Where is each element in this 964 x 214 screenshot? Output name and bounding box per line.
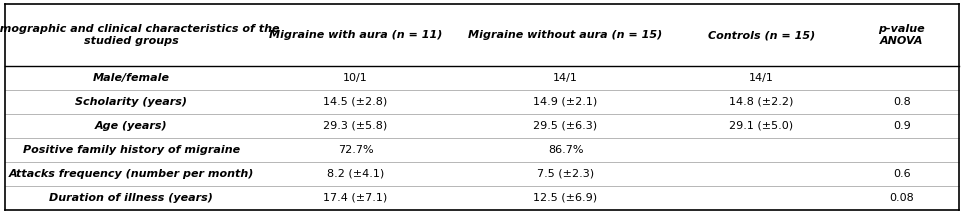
Text: Scholarity (years): Scholarity (years)	[75, 97, 187, 107]
Text: 0.6: 0.6	[893, 169, 911, 179]
Text: 12.5 (±6.9): 12.5 (±6.9)	[533, 193, 598, 203]
Text: p-value
ANOVA: p-value ANOVA	[878, 24, 925, 46]
Text: 0.08: 0.08	[890, 193, 914, 203]
Text: 0.8: 0.8	[893, 97, 911, 107]
Text: Male/female: Male/female	[93, 73, 170, 83]
Text: 10/1: 10/1	[343, 73, 368, 83]
Text: 29.5 (±6.3): 29.5 (±6.3)	[533, 121, 598, 131]
Text: Controls (n = 15): Controls (n = 15)	[708, 30, 815, 40]
Text: Attacks frequency (number per month): Attacks frequency (number per month)	[9, 169, 254, 179]
Text: 14.9 (±2.1): 14.9 (±2.1)	[533, 97, 598, 107]
Text: 29.1 (±5.0): 29.1 (±5.0)	[729, 121, 793, 131]
Text: 7.5 (±2.3): 7.5 (±2.3)	[537, 169, 594, 179]
Text: 14/1: 14/1	[553, 73, 578, 83]
Text: 8.2 (±4.1): 8.2 (±4.1)	[327, 169, 385, 179]
Text: 86.7%: 86.7%	[548, 145, 583, 155]
Text: 14.5 (±2.8): 14.5 (±2.8)	[324, 97, 388, 107]
Text: Duration of illness (years): Duration of illness (years)	[49, 193, 213, 203]
Text: 14.8 (±2.2): 14.8 (±2.2)	[729, 97, 793, 107]
Text: 14/1: 14/1	[749, 73, 773, 83]
Text: 72.7%: 72.7%	[337, 145, 373, 155]
Text: Migraine with aura (n = 11): Migraine with aura (n = 11)	[269, 30, 442, 40]
Text: Migraine without aura (n = 15): Migraine without aura (n = 15)	[469, 30, 662, 40]
Text: 17.4 (±7.1): 17.4 (±7.1)	[324, 193, 388, 203]
Text: 0.9: 0.9	[893, 121, 911, 131]
Text: 29.3 (±5.8): 29.3 (±5.8)	[324, 121, 388, 131]
Text: Positive family history of migraine: Positive family history of migraine	[23, 145, 240, 155]
Text: Demographic and clinical characteristics of the
studied groups: Demographic and clinical characteristics…	[0, 24, 280, 46]
Text: Age (years): Age (years)	[95, 121, 168, 131]
